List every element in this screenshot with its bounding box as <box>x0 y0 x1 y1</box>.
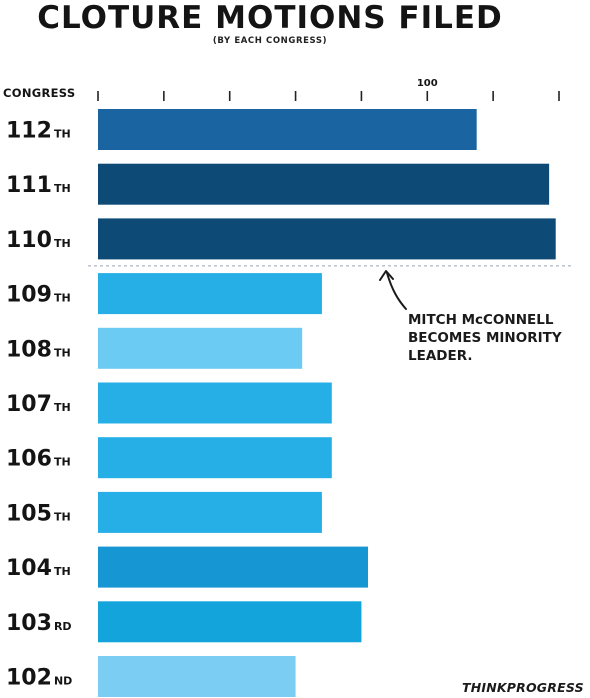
congress-label-103: 103 RD <box>6 611 72 636</box>
annotation-arrow <box>386 272 407 310</box>
congress-suffix: TH <box>54 128 71 141</box>
congress-number: 108 <box>6 337 52 362</box>
bars <box>98 109 556 697</box>
congress-suffix: TH <box>54 401 71 414</box>
thinkprogress-logo: THINKPROGRESS <box>462 680 584 695</box>
congress-number: 105 <box>6 501 52 526</box>
bar-106 <box>98 437 332 479</box>
congress-number: 104 <box>6 556 52 581</box>
congress-number: 107 <box>6 392 52 417</box>
congress-suffix: TH <box>54 237 71 250</box>
value-axis: CONGRESS 100 <box>3 78 560 101</box>
category-axis-title: CONGRESS <box>3 86 75 100</box>
bar-109 <box>98 273 322 315</box>
bar-110 <box>98 218 556 260</box>
congress-label-104: 104 TH <box>6 556 71 581</box>
congress-label-110: 110 TH <box>6 228 71 253</box>
bar-111 <box>98 163 550 205</box>
congress-number: 110 <box>6 228 52 253</box>
congress-suffix: TH <box>54 182 71 195</box>
congress-number: 111 <box>6 173 52 198</box>
congress-label-108: 108 TH <box>6 337 71 362</box>
congress-label-102: 102 ND <box>6 666 72 691</box>
congress-label-106: 106 TH <box>6 447 71 472</box>
congress-suffix: TH <box>54 510 71 523</box>
congress-number: 106 <box>6 447 52 472</box>
annotation-marks <box>88 265 572 310</box>
congress-number: 103 <box>6 611 52 636</box>
congress-suffix: TH <box>54 565 71 578</box>
bar-107 <box>98 382 332 424</box>
congress-suffix: ND <box>54 675 72 688</box>
congress-number: 112 <box>6 119 52 144</box>
congress-label-109: 109 TH <box>6 283 71 308</box>
congress-suffix: TH <box>54 292 71 305</box>
congress-suffix: TH <box>54 346 71 359</box>
congress-number: 102 <box>6 666 52 691</box>
bar-108 <box>98 327 303 369</box>
congress-suffix: RD <box>54 620 72 633</box>
tick-label: 100 <box>417 78 438 89</box>
chart-subtitle: (BY EACH CONGRESS) <box>212 36 328 46</box>
bar-103 <box>98 601 362 643</box>
bar-112 <box>98 109 477 150</box>
annotation-arrowhead <box>379 270 394 281</box>
bar-105 <box>98 491 322 533</box>
congress-label-105: 105 TH <box>6 501 71 526</box>
chart-title: CLOTURE MOTIONS FILED <box>37 0 503 36</box>
congress-suffix: TH <box>54 456 71 469</box>
mcconnell-annotation: MITCH McCONNELL BECOMES MINORITY LEADER. <box>408 312 562 364</box>
bar-102 <box>98 656 296 697</box>
congress-number: 109 <box>6 283 52 308</box>
congress-label-107: 107 TH <box>6 392 71 417</box>
congress-label-111: 111 TH <box>6 173 71 198</box>
bar-104 <box>98 546 369 588</box>
congress-label-112: 112 TH <box>6 119 71 144</box>
